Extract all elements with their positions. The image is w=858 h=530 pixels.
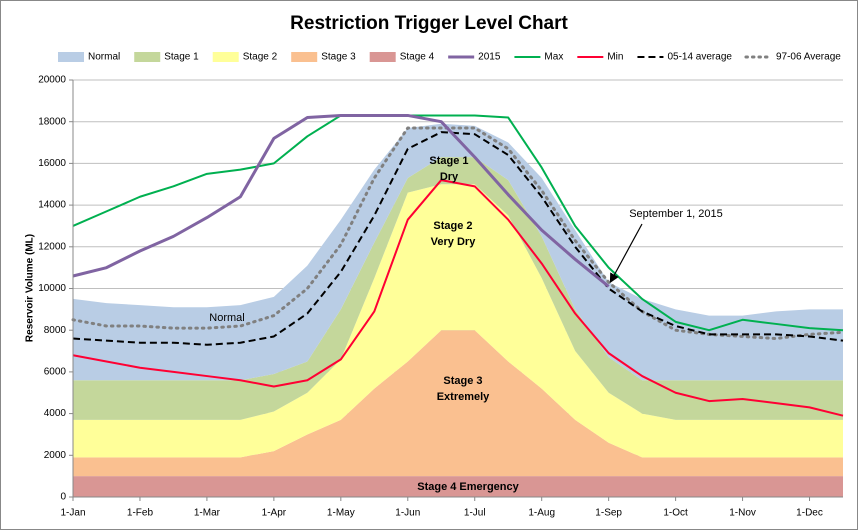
area-band <box>73 330 843 477</box>
series-line <box>72 113 610 288</box>
legend-label: 2015 <box>478 52 501 63</box>
y-tick-label: 8000 <box>44 325 67 336</box>
annotation: Stage 4 Emergency <box>417 481 519 493</box>
annotation: Very Dry <box>431 236 477 248</box>
annotation: Extremely <box>437 391 490 403</box>
legend-label: Stage 1 <box>164 52 199 63</box>
x-tick-label: 1-Nov <box>729 508 756 519</box>
annotation: September 1, 2015 <box>629 208 723 220</box>
legend-swatch <box>369 52 396 62</box>
chart-title: Restriction Trigger Level Chart <box>290 13 568 34</box>
x-tick-label: 1-Jul <box>464 508 486 519</box>
y-tick-label: 12000 <box>38 241 66 252</box>
y-tick-label: 16000 <box>38 158 66 169</box>
area-band <box>73 184 843 458</box>
series-line <box>72 131 844 346</box>
x-tick-label: 1-Mar <box>194 508 221 519</box>
legend-swatch <box>291 52 318 62</box>
legend-swatch <box>134 52 161 62</box>
y-tick-label: 6000 <box>44 367 67 378</box>
series-line <box>72 114 844 332</box>
y-tick-label: 4000 <box>44 408 67 419</box>
legend-label: Stage 3 <box>321 52 356 63</box>
legend-label: Min <box>607 52 623 63</box>
annotation: Dry <box>440 171 459 183</box>
area-band <box>73 157 843 420</box>
x-tick-label: 1-May <box>327 508 355 519</box>
x-tick-label: 1-Aug <box>528 508 555 519</box>
y-tick-label: 14000 <box>38 200 66 211</box>
x-tick-label: 1-Feb <box>127 508 154 519</box>
legend-swatch <box>212 52 239 62</box>
x-tick-label: 1-Sep <box>595 508 622 519</box>
y-axis-label: Reservoir Volume (ML) <box>25 234 36 342</box>
y-tick-label: 10000 <box>38 283 66 294</box>
y-tick-label: 0 <box>60 492 66 503</box>
annotation: Stage 1 <box>429 155 468 167</box>
x-tick-label: 1-Dec <box>796 508 823 519</box>
legend-label: 05-14 average <box>667 52 732 63</box>
legend-label: Stage 4 <box>400 52 435 63</box>
legend-label: 97-06 Average <box>776 52 841 63</box>
annotation: Stage 2 <box>433 220 472 232</box>
annotation-arrow <box>609 223 643 284</box>
legend-label: Stage 2 <box>243 52 278 63</box>
series-line <box>72 179 844 417</box>
annotation: Normal <box>209 312 244 324</box>
y-tick-label: 2000 <box>44 450 67 461</box>
y-tick-label: 18000 <box>38 116 66 127</box>
legend-label: Max <box>544 52 563 63</box>
annotation: Stage 3 <box>443 375 482 387</box>
legend-label: Normal <box>88 52 120 63</box>
x-tick-label: 1-Oct <box>663 508 688 519</box>
legend-swatch <box>58 52 84 62</box>
area-band <box>73 476 843 497</box>
x-tick-label: 1-Apr <box>262 508 287 519</box>
x-tick-label: 1-Jan <box>60 508 85 519</box>
y-tick-label: 20000 <box>38 75 66 86</box>
x-tick-label: 1-Jun <box>395 508 420 519</box>
